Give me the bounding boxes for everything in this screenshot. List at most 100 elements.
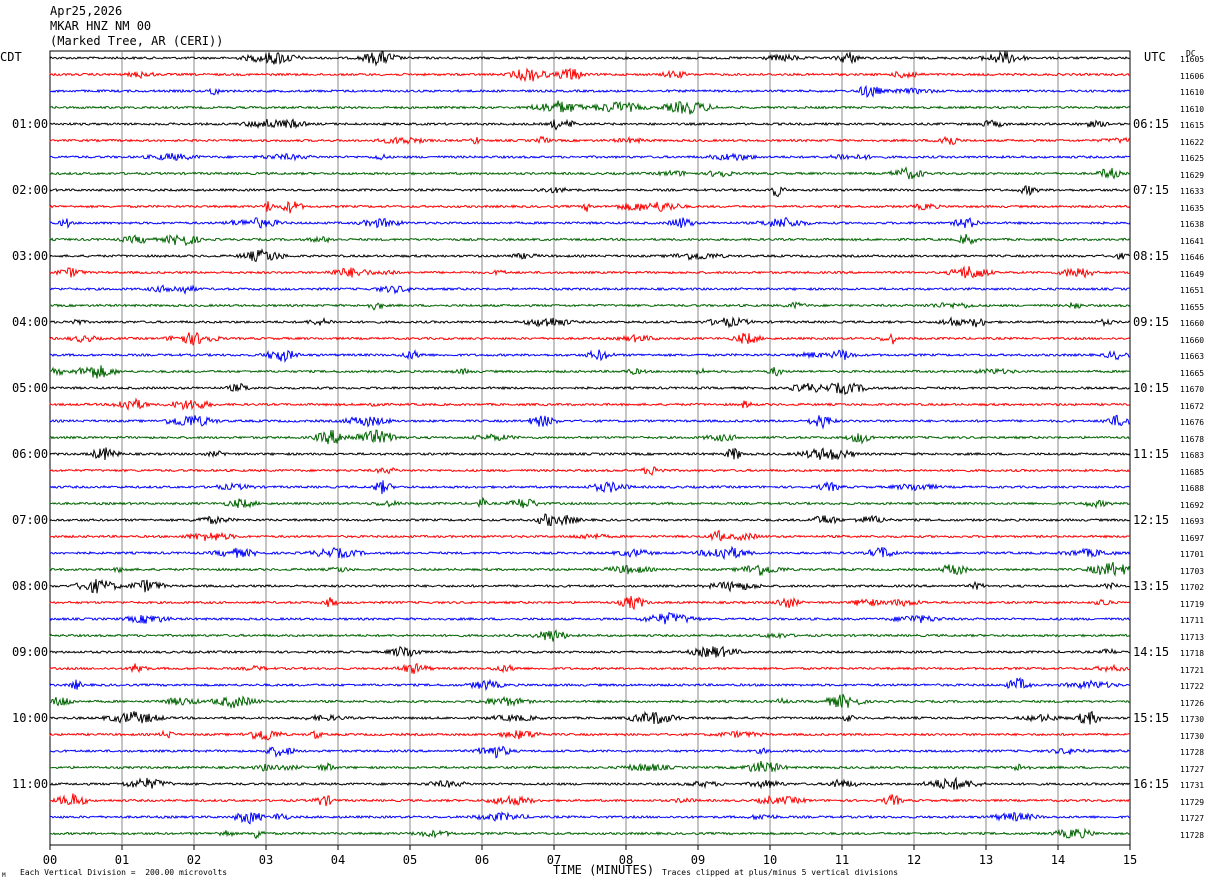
dc-offset-label: 11649 xyxy=(1180,269,1205,279)
dc-offset-label: 11713 xyxy=(1180,632,1205,642)
dc-offset-label: 11651 xyxy=(1180,286,1205,295)
seismic-trace xyxy=(49,118,1131,131)
dc-offset-label: 11641 xyxy=(1180,236,1205,246)
seismic-trace xyxy=(49,84,1130,98)
right-hour-label: 11:15 xyxy=(1133,447,1170,461)
dc-offset-label: 11693 xyxy=(1180,517,1205,526)
x-tick-label: 02 xyxy=(186,853,202,867)
seismic-trace xyxy=(49,265,1131,279)
left-hour-label: 07:00 xyxy=(12,513,49,527)
dc-offset-label: 11697 xyxy=(1180,533,1205,543)
seismic-trace xyxy=(49,233,1131,247)
x-tick-label: 10 xyxy=(762,853,778,867)
dc-offset-label: 11678 xyxy=(1180,434,1205,444)
dc-offset-label: 11663 xyxy=(1180,352,1205,361)
seismic-trace xyxy=(49,152,1131,162)
seismic-trace xyxy=(49,480,1131,495)
dc-offset-label: 11731 xyxy=(1180,781,1205,790)
left-hour-label: 05:00 xyxy=(12,381,49,395)
station-label: MKAR HNZ NM 00 xyxy=(50,19,152,33)
dc-header: DC xyxy=(1186,49,1196,58)
seismic-trace xyxy=(49,745,1131,759)
dc-offset-label: 11703 xyxy=(1180,566,1205,576)
seismic-trace xyxy=(49,348,1131,363)
seismic-trace xyxy=(49,447,1131,461)
right-hour-label: 14:15 xyxy=(1133,645,1170,659)
dc-offset-label: 11629 xyxy=(1180,170,1205,180)
dc-offset-label: 11721 xyxy=(1180,665,1205,675)
dc-offset-label: 11638 xyxy=(1180,220,1205,229)
dc-offset-label: 11635 xyxy=(1180,203,1205,213)
dc-offset-label: 11702 xyxy=(1180,583,1205,592)
location-label: (Marked Tree, AR (CERI)) xyxy=(50,34,224,48)
x-tick-label: 05 xyxy=(402,853,418,867)
dc-offset-label: 11605 xyxy=(1180,55,1205,64)
left-hour-label: 11:00 xyxy=(12,777,49,791)
dc-offset-label: 11729 xyxy=(1180,797,1205,807)
seismic-trace xyxy=(49,382,1131,396)
left-timezone-label: CDT xyxy=(0,50,22,64)
seismic-trace xyxy=(49,301,1131,311)
seismic-trace xyxy=(49,811,1131,825)
seismic-trace xyxy=(49,200,1131,214)
seismic-trace xyxy=(49,67,1131,83)
right-hour-label: 15:15 xyxy=(1133,711,1170,725)
left-hour-label: 02:00 xyxy=(12,183,49,197)
left-hour-label: 06:00 xyxy=(12,447,49,461)
dc-offset-label: 11726 xyxy=(1180,698,1205,708)
seismic-trace xyxy=(49,513,1131,527)
seismic-trace xyxy=(49,729,1131,741)
seismic-trace xyxy=(49,545,1131,561)
right-hour-label: 10:15 xyxy=(1133,381,1170,395)
right-hour-label: 13:15 xyxy=(1133,579,1170,593)
right-hour-label: 06:15 xyxy=(1133,117,1170,131)
seismic-trace xyxy=(49,611,1131,625)
seismic-trace xyxy=(49,776,1131,790)
right-hour-label: 12:15 xyxy=(1133,513,1170,527)
seismic-trace xyxy=(49,629,1131,642)
date-label: Apr25,2026 xyxy=(50,4,123,18)
dc-offset-label: 11719 xyxy=(1180,599,1205,609)
seismic-trace xyxy=(49,561,1131,577)
dc-offset-label: 11728 xyxy=(1180,830,1205,840)
seismic-trace xyxy=(49,166,1131,180)
seismic-trace xyxy=(49,761,1131,773)
seismic-trace xyxy=(49,216,1131,230)
clip-note: Traces clipped at plus/minus 5 vertical … xyxy=(662,868,899,877)
left-hour-label: 09:00 xyxy=(12,645,49,659)
dc-offset-label: 11660 xyxy=(1180,319,1205,328)
right-hour-label: 16:15 xyxy=(1133,777,1170,791)
dc-offset-label: 11625 xyxy=(1180,154,1205,163)
seismic-trace xyxy=(49,135,1131,146)
dc-offset-label: 11685 xyxy=(1180,467,1205,477)
seismic-trace xyxy=(49,316,1131,329)
seismic-trace xyxy=(49,50,1131,67)
dc-offset-label: 11728 xyxy=(1180,748,1205,757)
seismic-trace xyxy=(49,793,1131,807)
dc-offset-label: 11660 xyxy=(1180,335,1205,345)
dc-offset-label: 11692 xyxy=(1180,500,1205,510)
seismic-trace xyxy=(49,248,1131,263)
x-tick-label: 13 xyxy=(978,853,994,867)
x-tick-label: 12 xyxy=(906,853,922,867)
x-tick-label: 00 xyxy=(42,853,58,867)
seismic-trace xyxy=(49,578,1131,594)
dc-offset-label: 11718 xyxy=(1180,649,1205,658)
seismic-trace xyxy=(49,466,1131,476)
dc-offset-label: 11672 xyxy=(1180,401,1205,411)
dc-offset-label: 11730 xyxy=(1180,731,1205,741)
dc-offset-label: 11610 xyxy=(1180,104,1205,114)
seismic-trace xyxy=(49,496,1131,509)
scale-note: Each Vertical Division = 200.00 microvol… xyxy=(20,868,228,877)
dc-offset-label: 11665 xyxy=(1180,368,1205,378)
seismic-trace xyxy=(49,365,1131,379)
dc-offset-label: 11683 xyxy=(1180,451,1205,460)
dc-offset-label: 11688 xyxy=(1180,484,1205,493)
seismic-trace xyxy=(49,397,1131,411)
x-tick-label: 09 xyxy=(690,853,706,867)
seismic-trace xyxy=(49,645,1131,658)
dc-offset-label: 11676 xyxy=(1180,418,1205,427)
x-tick-label: 03 xyxy=(258,853,274,867)
seismic-trace xyxy=(49,185,1131,198)
dc-offset-label: 11606 xyxy=(1180,71,1205,81)
